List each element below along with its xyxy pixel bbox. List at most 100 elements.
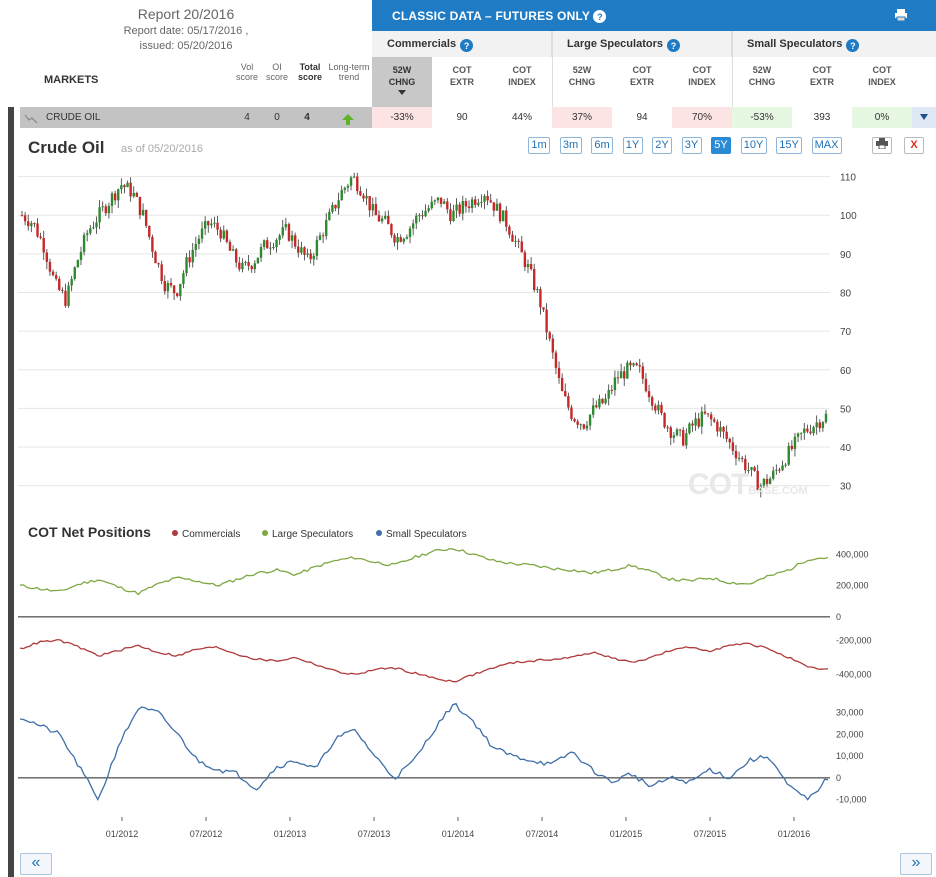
col-comm-cot-extr[interactable]: COT EXTR [449, 65, 474, 87]
up-arrow-icon [342, 112, 354, 125]
help-icon[interactable]: ? [593, 10, 607, 23]
candle-body [632, 363, 635, 366]
candle-body [222, 230, 225, 239]
col-small-52w-chng[interactable]: 52W CHNG [748, 65, 776, 87]
candle-body [275, 239, 278, 248]
range-button-max[interactable]: MAX [811, 137, 842, 154]
help-icon[interactable]: ? [846, 39, 860, 52]
candle-body [256, 257, 260, 264]
divider [552, 31, 553, 107]
candle-body [740, 457, 744, 459]
candle-body [539, 289, 542, 308]
y-tick-label: 70 [840, 327, 852, 338]
col-large-cot-extr[interactable]: COT EXTR [629, 65, 654, 87]
candle-body [387, 215, 390, 225]
range-button-3y[interactable]: 3Y [681, 137, 702, 154]
market-row[interactable] [20, 107, 372, 128]
col-comm-52w-chng[interactable]: 52W CHNG [372, 57, 432, 107]
chart-line-icon[interactable] [24, 111, 38, 124]
candle-body [166, 282, 170, 292]
candle-body [293, 235, 297, 247]
series-line-commercials [19, 638, 829, 683]
candle-body [799, 432, 803, 434]
candle-body [126, 182, 129, 188]
candle-body [759, 485, 763, 491]
range-button-1y[interactable]: 1Y [622, 137, 643, 154]
candle-body [474, 199, 477, 205]
candle-body [666, 427, 669, 429]
print-icon[interactable] [894, 8, 908, 22]
candle-body [626, 362, 629, 379]
candle-body [331, 204, 334, 212]
prev-market-button[interactable]: « [20, 853, 52, 875]
range-button-6m[interactable]: 6m [591, 137, 613, 154]
candle-body [200, 228, 204, 239]
vol-score-header: Vol score [235, 62, 258, 82]
help-icon[interactable]: ? [666, 39, 680, 52]
col-small-cot-index[interactable]: COT INDEX [868, 65, 896, 87]
range-button-2y[interactable]: 2Y [652, 137, 672, 154]
help-icon[interactable]: ? [460, 39, 474, 52]
candle-body [272, 247, 275, 249]
commercials-group-header: Commercials? [372, 31, 552, 57]
candle-body [442, 201, 446, 204]
candle-body [523, 252, 527, 268]
scroll-down-button[interactable] [912, 107, 936, 128]
candle-body [259, 246, 263, 258]
market-name[interactable]: CRUDE OIL [46, 112, 101, 123]
candle-body [303, 247, 306, 255]
range-button-3m[interactable]: 3m [559, 137, 582, 154]
candle-body [470, 199, 474, 209]
candle-body [526, 263, 530, 268]
candle-body [675, 429, 679, 436]
range-button-15y[interactable]: 15Y [776, 137, 802, 154]
cot-title: COT Net Positions [28, 524, 151, 540]
candle-body [744, 458, 747, 471]
row-value-cell: 393 [792, 107, 852, 128]
candle-body [325, 220, 328, 237]
candle-body [144, 209, 148, 226]
candle-body [644, 378, 648, 392]
range-button-5y[interactable]: 5Y [711, 137, 731, 154]
candle-body [281, 227, 284, 236]
legend-small-speculators[interactable]: Small Speculators [376, 529, 467, 540]
candle-body [554, 352, 558, 368]
candle-body [514, 240, 517, 242]
col-large-cot-index[interactable]: COT INDEX [688, 65, 716, 87]
col-comm-cot-index[interactable]: COT INDEX [508, 65, 536, 87]
chart-print-button[interactable] [872, 137, 892, 154]
range-button-10y[interactable]: 10Y [740, 137, 767, 154]
candle-body [371, 204, 374, 211]
x-tick-label: 01/2013 [274, 829, 307, 839]
candle-body [33, 223, 36, 225]
candle-body [120, 185, 123, 190]
legend-commercials[interactable]: Commercials [172, 529, 240, 540]
col-small-cot-extr[interactable]: COT EXTR [809, 65, 834, 87]
candle-body [439, 197, 443, 204]
candle-body [768, 478, 772, 484]
legend-large-speculators[interactable]: Large Speculators [262, 529, 353, 540]
candle-body [467, 206, 471, 209]
candle-body [247, 261, 250, 267]
legend-dot [262, 530, 268, 536]
candle-body [775, 469, 778, 471]
candle-body [616, 377, 620, 379]
candle-body [520, 241, 523, 253]
row-value-cell: 70% [672, 107, 732, 128]
close-chart-button[interactable]: X [904, 137, 924, 154]
candle-body [691, 423, 694, 426]
candle-body [197, 238, 201, 245]
candle-body [567, 396, 570, 408]
candle-body [318, 235, 322, 240]
candle-body [495, 203, 499, 211]
candle-body [185, 257, 188, 274]
candle-body [346, 185, 350, 188]
range-button-1m[interactable]: 1m [528, 137, 550, 154]
candle-body [483, 195, 486, 202]
candle-body [449, 209, 452, 222]
candle-body [284, 224, 288, 228]
col-large-52w-chng[interactable]: 52W CHNG [568, 65, 596, 87]
next-market-button[interactable]: » [900, 853, 932, 875]
candle-body [446, 201, 449, 210]
x-tick-label: 07/2015 [694, 829, 727, 839]
